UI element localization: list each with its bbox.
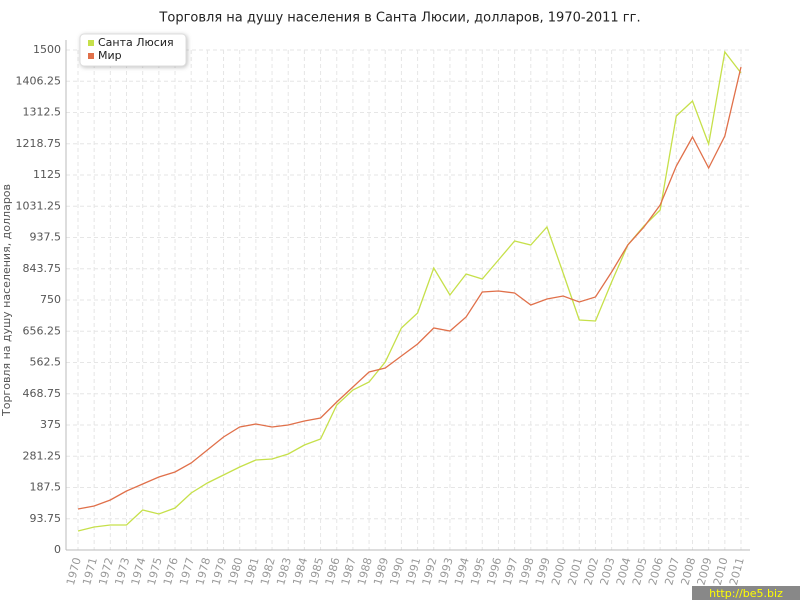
y-tick-label: 937.5: [30, 231, 62, 244]
y-tick-label: 375: [40, 418, 61, 431]
y-tick-label: 281.25: [23, 449, 62, 462]
watermark-bg: [692, 586, 800, 600]
y-tick-label: 1312.5: [23, 106, 62, 119]
y-tick-label: 1406.25: [16, 74, 62, 87]
y-tick-label: 562.5: [30, 356, 62, 369]
chart-title: Торговля на душу населения в Санта Люсии…: [158, 11, 640, 26]
legend-label: Мир: [98, 49, 122, 62]
legend-swatch: [88, 53, 94, 59]
y-tick-label: 93.75: [30, 512, 62, 525]
legend-box: [79, 33, 187, 67]
y-tick-label: 1125: [33, 168, 61, 181]
y-tick-label: 843.75: [23, 262, 62, 275]
y-tick-label: 1218.75: [16, 137, 62, 150]
legend-label: Санта Люсия: [98, 36, 174, 49]
watermark: http://be5.biz: [709, 587, 783, 600]
y-tick-label: 1031.25: [16, 199, 62, 212]
series-line: [77, 66, 742, 510]
legend-swatch: [88, 40, 94, 46]
y-axis-label: Торговля на душу населения, долларов: [0, 184, 13, 417]
y-tick-label: 468.75: [23, 387, 62, 400]
y-tick-label: 656.25: [23, 324, 62, 337]
y-tick-label: 187.5: [30, 481, 62, 494]
y-tick-label: 1500: [33, 43, 61, 56]
y-tick-label: 750: [40, 293, 61, 306]
y-tick-label: 0: [54, 543, 61, 556]
